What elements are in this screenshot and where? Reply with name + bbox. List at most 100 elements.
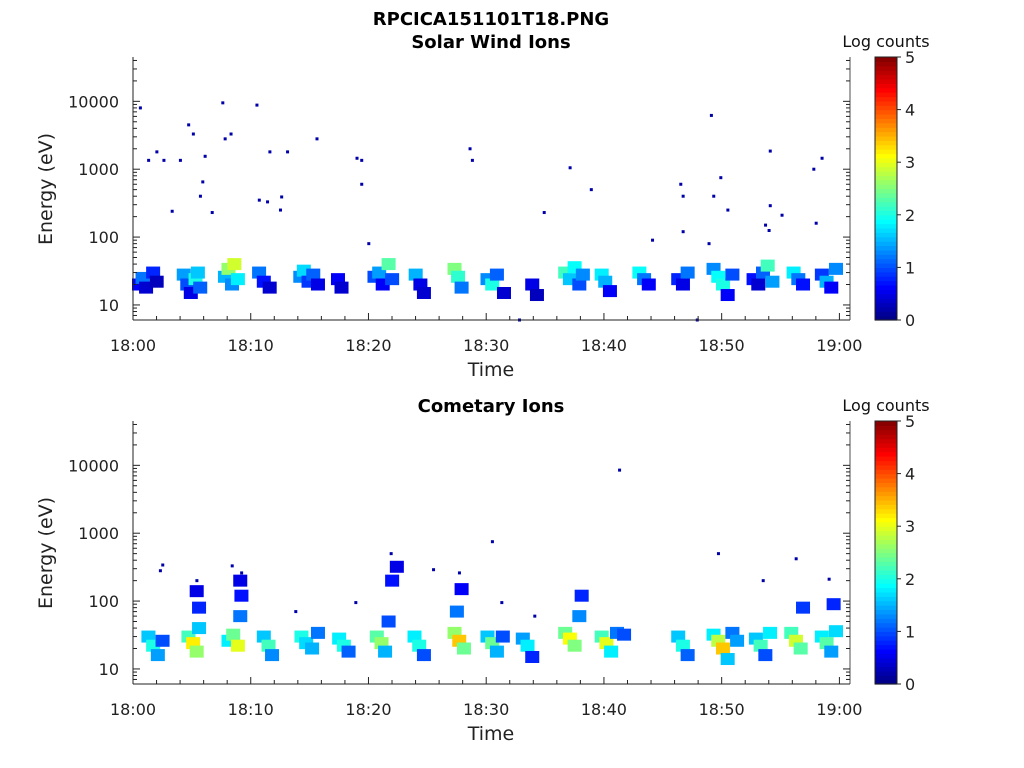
colorbar-segment	[875, 640, 897, 646]
colorbar-segment	[875, 425, 897, 431]
colorbar-segment	[875, 442, 897, 448]
colorbar-segment	[875, 87, 897, 93]
count-point	[618, 468, 622, 472]
count-point	[158, 569, 162, 573]
heatmap-cell	[489, 645, 504, 658]
count-point	[223, 137, 227, 141]
colorbar-segment	[875, 578, 897, 584]
colorbar-segment	[875, 184, 897, 190]
y-tick-label: 100	[88, 592, 119, 611]
colorbar-segment	[875, 206, 897, 212]
count-point	[589, 188, 593, 192]
heatmap-cell	[572, 278, 587, 291]
heatmap-cell	[149, 275, 164, 288]
count-point	[468, 147, 472, 151]
heatmap-cell	[796, 278, 811, 291]
count-point	[707, 242, 711, 246]
heatmap-cell	[715, 642, 730, 655]
colorbar-segment	[875, 263, 897, 268]
count-point	[712, 194, 716, 198]
colorbar-segment	[875, 135, 897, 141]
colorbar-segment	[875, 153, 897, 159]
count-point	[278, 208, 282, 212]
colorbar-segment	[875, 197, 897, 203]
count-point	[767, 228, 771, 232]
count-point	[681, 230, 685, 234]
colorbar-segment	[875, 675, 897, 681]
colorbar-segment	[875, 635, 897, 641]
colorbar-segment	[875, 245, 897, 251]
colorbar-segment	[875, 451, 897, 457]
heatmap-cell	[139, 281, 154, 294]
solar-wind-colorbar-label: Log counts	[842, 32, 929, 51]
colorbar-segment	[875, 144, 897, 150]
count-point	[315, 137, 319, 141]
colorbar-segment	[875, 289, 897, 295]
colorbar-segment	[875, 175, 897, 181]
colorbar-segment	[875, 456, 897, 462]
colorbar-segment	[875, 460, 897, 466]
count-point	[162, 158, 166, 162]
colorbar-segment	[875, 666, 897, 672]
heatmap-cell	[310, 626, 325, 639]
heatmap-cell	[234, 589, 249, 602]
heatmap-cell	[641, 278, 656, 291]
heatmap-cell	[720, 653, 735, 666]
count-point	[195, 579, 199, 583]
colorbar-segment	[875, 583, 897, 589]
colorbar-segment	[875, 421, 897, 426]
colorbar-segment	[875, 311, 897, 317]
colorbar-segment	[875, 315, 897, 321]
colorbar-segment	[875, 219, 897, 225]
heatmap-cell	[412, 639, 427, 652]
heatmap-cell	[495, 630, 510, 643]
colorbar-segment	[875, 271, 897, 277]
heatmap-cell	[758, 649, 773, 662]
colorbar-segment	[875, 109, 897, 115]
colorbar-segment	[875, 192, 897, 198]
count-point	[201, 180, 205, 184]
heatmap-cell	[449, 605, 464, 618]
heatmap-cell	[496, 286, 511, 299]
colorbar-segment	[875, 469, 897, 475]
colorbar-segment	[875, 574, 897, 580]
colorbar-segment	[875, 543, 897, 549]
colorbar-segment	[875, 596, 897, 602]
heatmap-cell	[796, 601, 811, 614]
cometary-title: Cometary Ions	[418, 396, 565, 417]
count-point	[389, 552, 393, 556]
count-point	[820, 156, 824, 160]
x-tick-label: 18:00	[110, 700, 156, 719]
colorbar-segment	[875, 127, 897, 133]
colorbar-segment	[875, 570, 897, 576]
count-point	[203, 154, 207, 158]
heatmap-cell	[230, 639, 245, 652]
heatmap-cell	[765, 275, 780, 288]
heatmap-cell	[454, 281, 469, 294]
count-point	[210, 211, 214, 215]
colorbar-segment	[875, 61, 897, 67]
heatmap-cell	[193, 281, 208, 294]
colorbar-segment	[875, 140, 897, 146]
colorbar-tick-label: 0	[905, 311, 915, 330]
heatmap-cell	[306, 268, 321, 281]
heatmap-cell	[141, 630, 156, 643]
colorbar-segment	[875, 96, 897, 102]
count-point	[360, 158, 364, 162]
heatmap-cell	[233, 610, 248, 623]
x-tick-label: 18:20	[345, 700, 391, 719]
y-tick-label: 100	[88, 228, 119, 247]
count-point	[229, 132, 233, 136]
heatmap-cell	[720, 289, 735, 302]
colorbar-segment	[875, 74, 897, 80]
heatmap-cell	[334, 281, 349, 294]
heatmap-cell	[310, 278, 325, 291]
count-point	[568, 166, 572, 170]
colorbar-segment	[875, 429, 897, 435]
x-tick-label: 19:00	[816, 336, 862, 355]
count-point	[780, 213, 784, 217]
heatmap-cell	[715, 278, 730, 291]
colorbar-segment	[875, 644, 897, 650]
heatmap-cell	[176, 268, 191, 281]
